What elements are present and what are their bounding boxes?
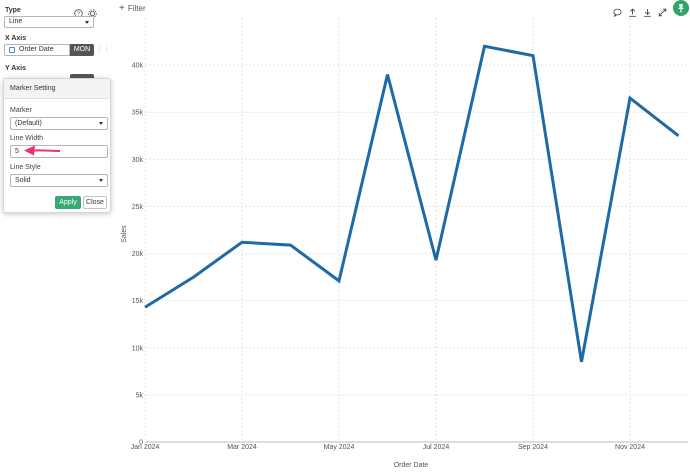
y-axis-title: Sales — [121, 225, 128, 243]
sales-series-line — [144, 44, 680, 363]
gear-icon[interactable] — [88, 5, 97, 18]
x-axis-field-name: Order Date — [19, 46, 54, 53]
x-tick-label: Jan 2024 — [131, 444, 160, 451]
line-style-select-value: Solid — [15, 177, 31, 184]
y-axis-field[interactable] — [70, 74, 94, 80]
marker-label: Marker — [10, 107, 32, 114]
y-tick-label: 25k — [132, 204, 144, 211]
filter-label: Filter — [127, 4, 146, 13]
y-tick-label: 35k — [132, 110, 144, 117]
x-tick-label: Sep 2024 — [518, 444, 548, 451]
y-tick-label: 15k — [132, 298, 144, 305]
type-select-value: Line — [9, 18, 23, 25]
line-style-select[interactable]: Solid — [10, 174, 108, 187]
y-tick-label: 0 — [139, 440, 143, 447]
type-icons: ? — [74, 5, 97, 18]
x-tick-label: May 2024 — [324, 444, 355, 451]
y-tick-label: 30k — [132, 157, 144, 164]
popup-title: Marker Setting — [4, 79, 110, 99]
chevron-down-icon — [99, 179, 103, 182]
filter-button[interactable]: + Filter — [119, 2, 146, 14]
expand-icon[interactable] — [658, 4, 667, 17]
x-axis-field[interactable]: Order Date — [4, 44, 70, 56]
pin-icon[interactable] — [673, 0, 689, 16]
y-tick-label: 10k — [132, 345, 144, 352]
apply-button[interactable]: Apply — [55, 196, 81, 209]
calendar-icon — [9, 47, 15, 53]
x-tick-label: Nov 2024 — [615, 444, 645, 451]
x-tick-label: Mar 2024 — [227, 444, 257, 451]
marker-setting-popup: Marker Setting Marker (Default) Line Wid… — [3, 78, 111, 213]
drag-handle-icon[interactable]: ⋮⋮ — [96, 46, 110, 53]
x-axis-label: X Axis — [5, 35, 27, 42]
comment-icon[interactable] — [613, 4, 622, 18]
x-tick-label: Jul 2024 — [423, 444, 450, 451]
type-select[interactable]: Line — [4, 16, 94, 28]
marker-select[interactable]: (Default) — [10, 117, 108, 130]
y-tick-label: 40k — [132, 63, 144, 70]
x-axis-unit-button[interactable]: MON — [70, 44, 94, 56]
close-button[interactable]: Close — [83, 196, 107, 209]
y-tick-label: 5k — [136, 392, 144, 399]
upload-icon[interactable] — [628, 4, 637, 17]
download-icon[interactable] — [643, 4, 652, 17]
line-width-label: Line Width — [10, 135, 44, 142]
chart-settings-sidebar: Type ? Line X Axis Order Date MON ⋮⋮ Y A… — [0, 0, 110, 473]
help-icon[interactable]: ? — [74, 5, 83, 18]
type-label: Type — [5, 7, 21, 14]
chevron-down-icon — [99, 122, 103, 125]
chevron-down-icon — [85, 21, 89, 24]
plus-icon: + — [119, 2, 125, 14]
y-tick-label: 20k — [132, 251, 144, 258]
y-axis-label: Y Axis — [5, 65, 27, 72]
line-style-label: Line Style — [10, 164, 41, 171]
x-axis-title: Order Date — [394, 462, 429, 469]
annotation-arrow-icon — [24, 145, 61, 156]
marker-select-value: (Default) — [15, 120, 42, 127]
svg-text:?: ? — [77, 11, 80, 17]
